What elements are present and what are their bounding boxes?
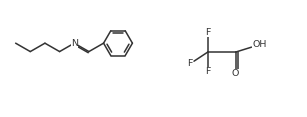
Text: OH: OH	[252, 40, 267, 49]
Text: F: F	[205, 28, 210, 37]
Text: O: O	[232, 69, 239, 78]
Text: N: N	[71, 39, 78, 48]
Text: F: F	[205, 67, 210, 76]
Text: F: F	[187, 59, 192, 68]
